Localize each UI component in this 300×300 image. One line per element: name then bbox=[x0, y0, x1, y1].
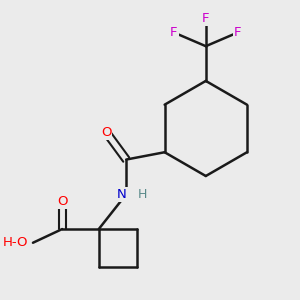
Text: O: O bbox=[101, 126, 111, 139]
Text: H: H bbox=[138, 188, 147, 201]
Text: F: F bbox=[170, 26, 178, 39]
Text: F: F bbox=[234, 26, 242, 39]
Text: H-O: H-O bbox=[3, 236, 29, 249]
Text: F: F bbox=[202, 12, 209, 25]
Text: O: O bbox=[57, 195, 68, 208]
Text: N: N bbox=[117, 188, 127, 201]
